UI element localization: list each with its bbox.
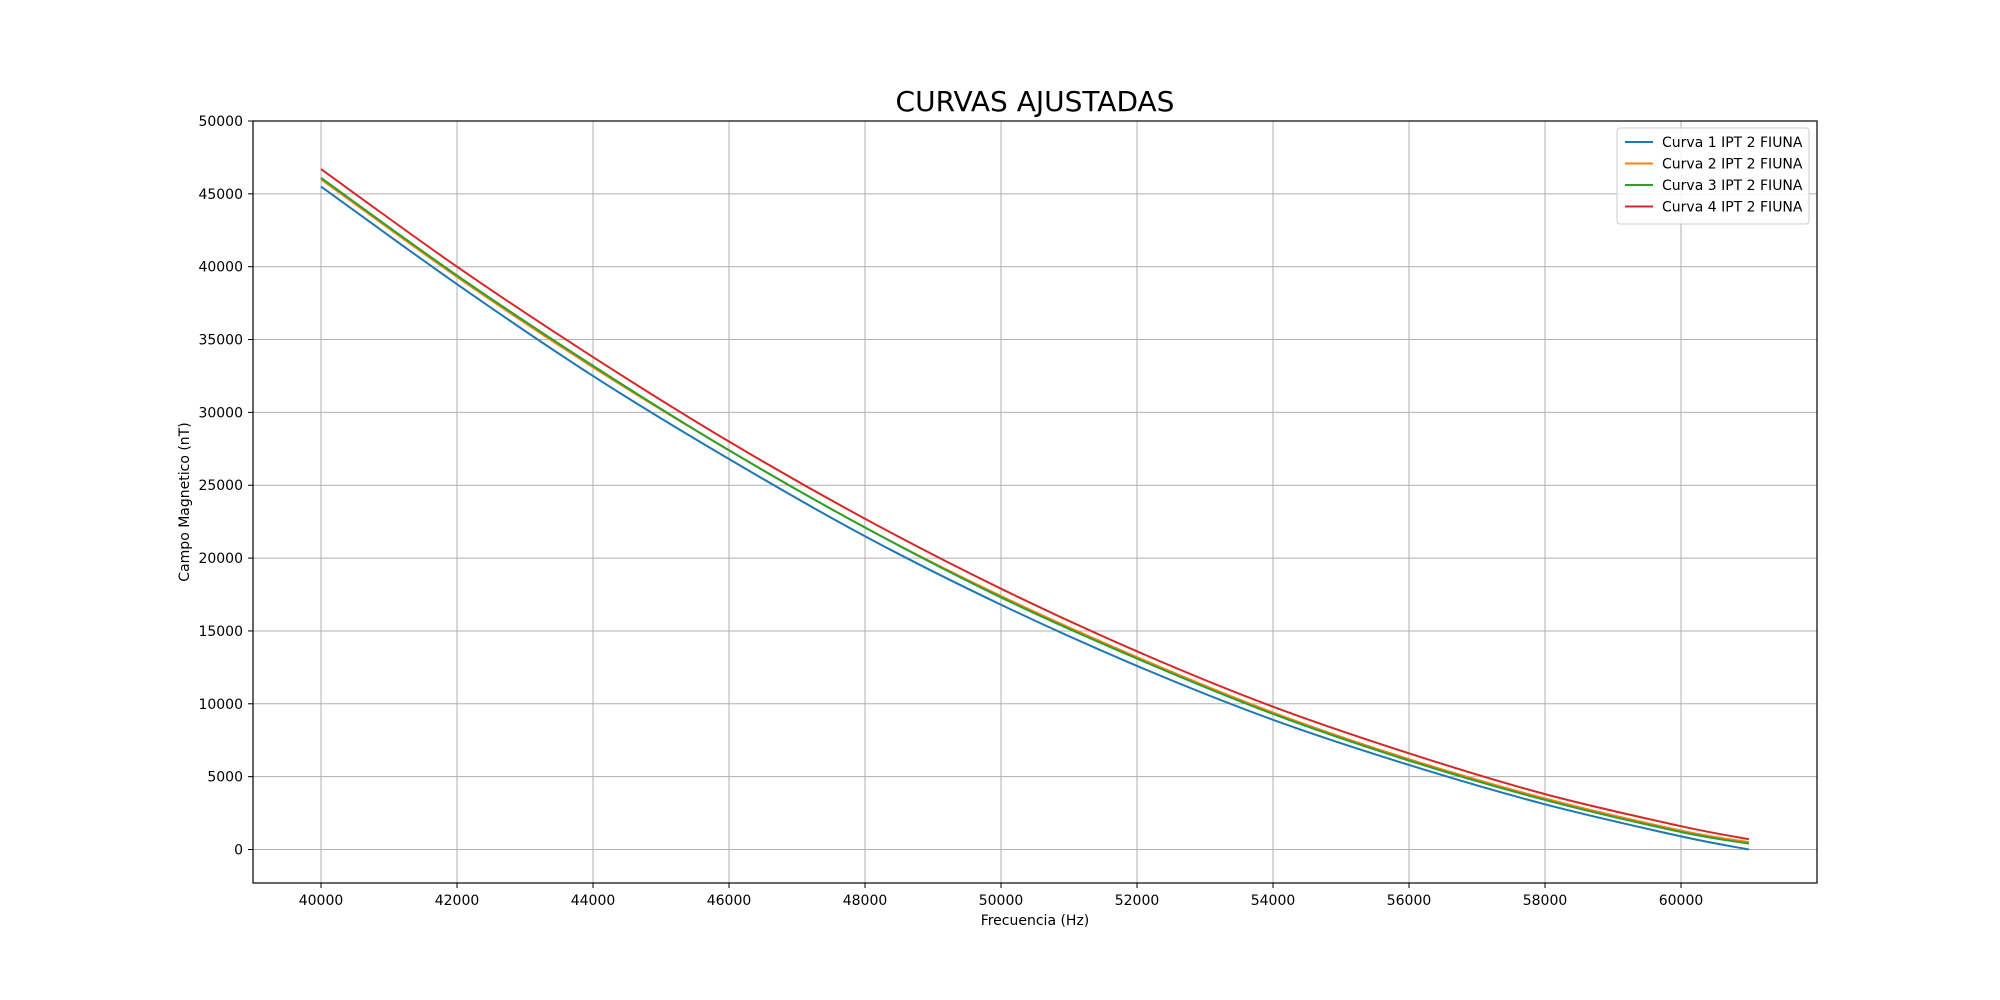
series-layer xyxy=(320,168,1750,851)
y-tick-label: 50000 xyxy=(198,114,243,130)
legend-entry-3: Curva 3 IPT 2 FIUNA xyxy=(1662,178,1803,194)
series-line-2 xyxy=(320,178,1750,844)
x-tick-label: 60000 xyxy=(1659,893,1704,909)
y-tick-label: 40000 xyxy=(198,260,243,276)
legend-entry-2: Curva 2 IPT 2 FIUNA xyxy=(1662,157,1803,173)
legend-box xyxy=(1616,127,1810,225)
series-line-3 xyxy=(320,177,1750,845)
y-tick-label: 10000 xyxy=(198,697,243,713)
x-tick-label: 50000 xyxy=(979,893,1024,909)
legend: Curva 1 IPT 2 FIUNA Curva 2 IPT 2 FIUNA Cu… xyxy=(1616,127,1810,225)
plot-frame xyxy=(252,120,1818,884)
x-tick-label: 42000 xyxy=(435,893,480,909)
series-line-1 xyxy=(320,185,1750,851)
y-tick-label: 5000 xyxy=(207,770,243,786)
x-axis-label: Frecuencia (Hz) xyxy=(981,913,1090,929)
series-line-4 xyxy=(320,168,1750,841)
y-tick-label: 35000 xyxy=(198,333,243,349)
y-tick-label: 15000 xyxy=(198,624,243,640)
x-tick-label: 46000 xyxy=(707,893,752,909)
x-tick-label: 48000 xyxy=(843,893,888,909)
y-tick-label: 25000 xyxy=(198,478,243,494)
x-tick-label: 44000 xyxy=(571,893,616,909)
x-tick-label: 58000 xyxy=(1523,893,1568,909)
y-tick-label: 20000 xyxy=(198,551,243,567)
x-tick-label: 54000 xyxy=(1251,893,1296,909)
y-tick-label: 30000 xyxy=(198,405,243,421)
y-tick-label: 45000 xyxy=(198,187,243,203)
legend-entry-4: Curva 4 IPT 2 FIUNA xyxy=(1662,200,1803,216)
y-axis-label: Campo Magnetico (nT) xyxy=(177,422,193,581)
y-tick-label: 0 xyxy=(234,842,243,858)
x-tick-label: 56000 xyxy=(1387,893,1432,909)
chart-title: CURVAS AJUSTADAS xyxy=(896,85,1175,118)
legend-entry-1: Curva 1 IPT 2 FIUNA xyxy=(1662,135,1803,151)
ticks: 40000 42000 44000 46000 48000 50000 52000 54000… xyxy=(198,114,1703,909)
x-tick-label: 52000 xyxy=(1115,893,1160,909)
x-tick-label: 40000 xyxy=(299,893,344,909)
